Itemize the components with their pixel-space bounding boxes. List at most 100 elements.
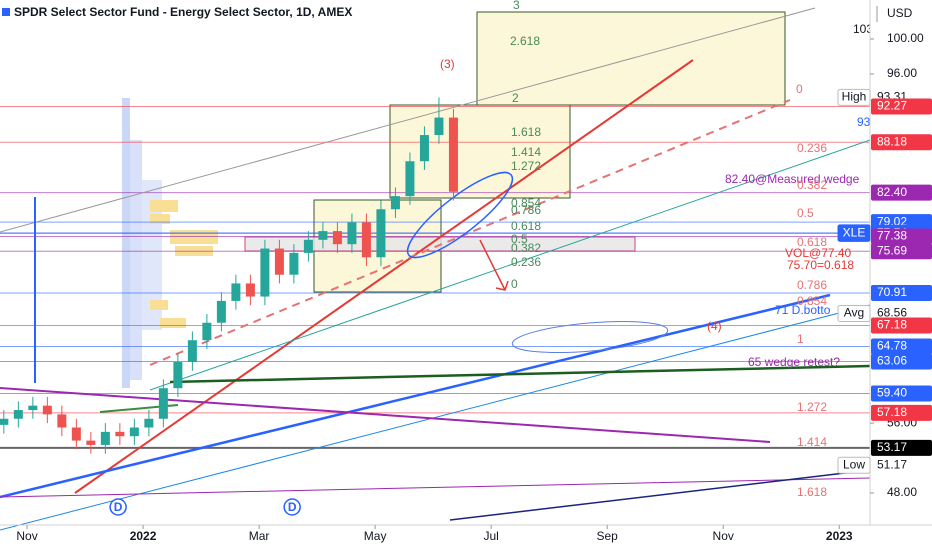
fib-label: 0.5 [797, 206, 814, 220]
price-tag [871, 338, 932, 355]
fib-label: 0.236 [511, 255, 541, 269]
fib-label: 1.414 [511, 145, 541, 159]
price-tag-label: 75.69 [877, 243, 907, 257]
fib-label: 0.854 [511, 196, 541, 210]
candle-body [187, 340, 197, 363]
price-tag-label: 51.17 [877, 457, 907, 471]
candle-body [231, 283, 241, 301]
x-tick-label: Nov [713, 529, 734, 543]
trend-line [169, 364, 871, 384]
dividend-label: D [114, 500, 123, 514]
trend-line [74, 59, 694, 494]
arrow [479, 239, 509, 291]
tag-name: Avg [844, 306, 864, 320]
candle-body [173, 362, 183, 389]
candle-body [332, 231, 342, 245]
annotation: 75.70=0.618 [787, 258, 854, 272]
fib-label: 2 [512, 91, 519, 105]
price-tag [871, 317, 932, 334]
candle-body [347, 222, 357, 245]
price-tag-label: 77.38 [877, 229, 907, 243]
vp-bar [122, 98, 130, 388]
candle-body [376, 209, 386, 258]
candle-body [71, 427, 81, 441]
ellipse [406, 171, 514, 259]
fib-label: 1.272 [511, 159, 541, 173]
candle-body [202, 322, 212, 341]
vp-bar [150, 200, 178, 212]
price-tag-label: 82.40 [877, 185, 907, 199]
tag-name-box [837, 456, 871, 474]
currency: USD [887, 6, 913, 20]
chart-title: SPDR Select Sector Fund - Energy Select … [14, 5, 352, 19]
x-tick-label: Mar [249, 529, 270, 543]
candle-body [28, 405, 38, 411]
annotation: VOL@77.40 [785, 246, 852, 260]
candle-body [318, 231, 328, 240]
trend-line [0, 477, 871, 498]
price-tag-label: 63.06 [877, 354, 907, 368]
candle-body [405, 161, 415, 197]
candle-body [448, 117, 458, 192]
symbol-icon [2, 8, 10, 16]
candle-body [129, 427, 139, 437]
fib-label: 0.618 [511, 219, 541, 233]
price-tag [871, 228, 932, 245]
trend-line [449, 469, 871, 521]
fib-label: 0.618 [797, 235, 827, 249]
price-tag [871, 305, 932, 322]
price-tag-label: 67.18 [877, 318, 907, 332]
candle-body [115, 431, 125, 437]
price-tag-label: 88.18 [877, 134, 907, 148]
candle-body [434, 117, 444, 136]
price-tag [871, 385, 932, 402]
y-tick-label: 96.00 [887, 66, 917, 80]
trend-line [0, 7, 816, 233]
x-tick-label: Jul [483, 529, 498, 543]
candle-body [42, 405, 52, 415]
candle-body [144, 418, 154, 428]
trend-line [0, 387, 771, 443]
annotation: 93 [857, 115, 871, 129]
price-tag [871, 134, 932, 151]
x-tick-label: Sep [597, 529, 619, 543]
price-tag-label: 59.40 [877, 386, 907, 400]
candle-body [390, 196, 400, 210]
trend-line [149, 139, 871, 391]
trend-line [149, 99, 791, 366]
fib-label: 1.618 [797, 485, 827, 499]
fib-label: 0.854 [797, 294, 827, 308]
price-tag [871, 98, 932, 115]
annotation: 103 [853, 22, 873, 36]
annotation: 71 D.botto [775, 303, 831, 317]
vp-bar [170, 230, 218, 244]
fib-label: 1.272 [797, 400, 827, 414]
y-tick-label: 100.00 [887, 31, 924, 45]
tag-name-box [837, 88, 871, 106]
fib-label: 3 [513, 0, 520, 12]
candle-body [303, 239, 313, 253]
price-tag-label: 64.78 [877, 339, 907, 353]
candle-body [158, 388, 168, 419]
fib-label: 1 [797, 332, 804, 346]
vp-bar [160, 318, 186, 328]
candle-body [13, 410, 23, 419]
price-tag-label: 70.91 [877, 285, 907, 299]
price-tag [871, 439, 932, 456]
x-tick-label: 2022 [130, 529, 157, 543]
candle-body [419, 135, 429, 162]
fib-label: 0.382 [511, 241, 541, 255]
dividend-marker [283, 498, 301, 516]
annotation: (4) [707, 319, 722, 333]
fib-label: 0.236 [797, 141, 827, 155]
dividend-label: D [288, 500, 297, 514]
annotation: (3) [440, 57, 455, 71]
price-tag [871, 457, 932, 474]
price-tag [871, 243, 932, 260]
candle-body [57, 414, 67, 428]
candle-body [100, 431, 110, 445]
candle-body [0, 418, 9, 425]
candle-body [274, 248, 284, 275]
price-tag [871, 353, 932, 370]
price-tag [871, 284, 932, 301]
